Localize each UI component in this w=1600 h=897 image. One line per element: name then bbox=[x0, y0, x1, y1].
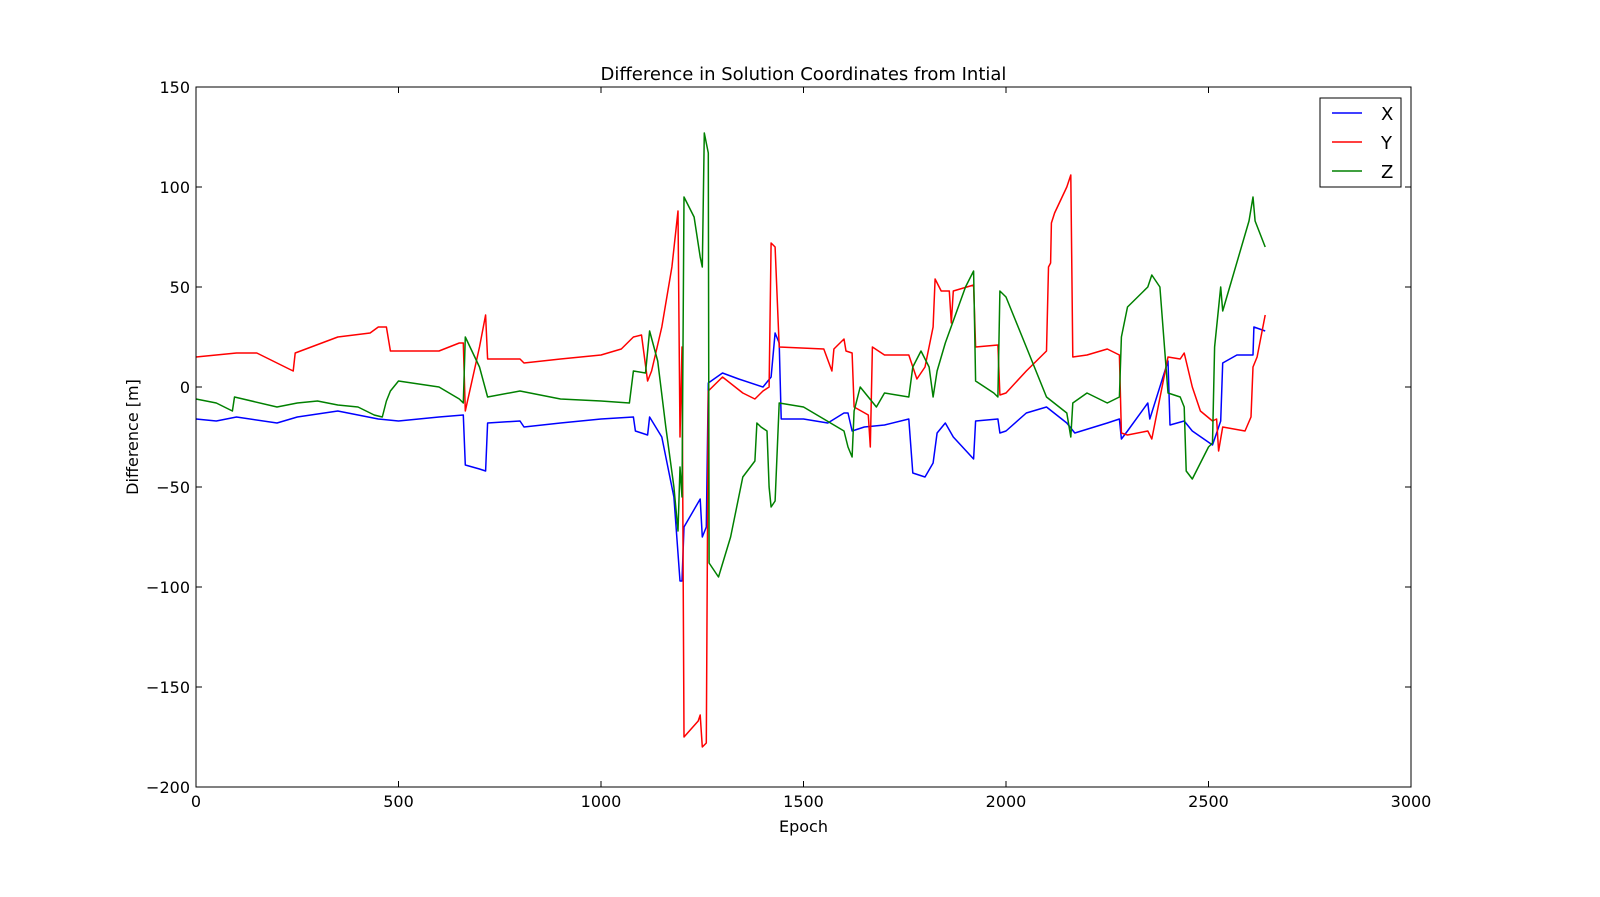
y-tick-label: −50 bbox=[156, 478, 190, 497]
x-tick-label: 2500 bbox=[1188, 792, 1229, 811]
chart-title: Difference in Solution Coordinates from … bbox=[601, 64, 1007, 85]
x-tick-label: 0 bbox=[191, 792, 201, 811]
y-tick-label: 150 bbox=[159, 78, 190, 97]
axis-ticks: 0 500 1000 1500 2000 2500 3000150100500−50−100… bbox=[146, 78, 1431, 811]
y-tick-label: −200 bbox=[146, 778, 190, 797]
legend-label-z: Z bbox=[1381, 162, 1393, 183]
legend: XYZ bbox=[1319, 97, 1402, 188]
series-line-x bbox=[195, 326, 1266, 582]
x-tick-label: 1000 bbox=[581, 792, 622, 811]
y-axis-label: Difference [m] bbox=[123, 379, 142, 495]
series-line-z bbox=[195, 132, 1266, 578]
y-tick-label: 100 bbox=[159, 178, 190, 197]
y-tick-label: 0 bbox=[180, 378, 190, 397]
x-tick-label: 2000 bbox=[986, 792, 1027, 811]
y-tick-label: 50 bbox=[170, 278, 190, 297]
x-tick-label: 1500 bbox=[783, 792, 824, 811]
x-axis-label: Epoch bbox=[779, 817, 828, 836]
x-tick-label: 500 bbox=[383, 792, 414, 811]
plot-frame bbox=[195, 86, 1412, 788]
x-tick-label: 3000 bbox=[1391, 792, 1432, 811]
legend-label-x: X bbox=[1381, 104, 1393, 125]
y-tick-label: −150 bbox=[146, 678, 190, 697]
series-layer bbox=[195, 132, 1266, 748]
legend-label-y: Y bbox=[1380, 133, 1393, 154]
series-line-y bbox=[195, 174, 1266, 748]
y-tick-label: −100 bbox=[146, 578, 190, 597]
